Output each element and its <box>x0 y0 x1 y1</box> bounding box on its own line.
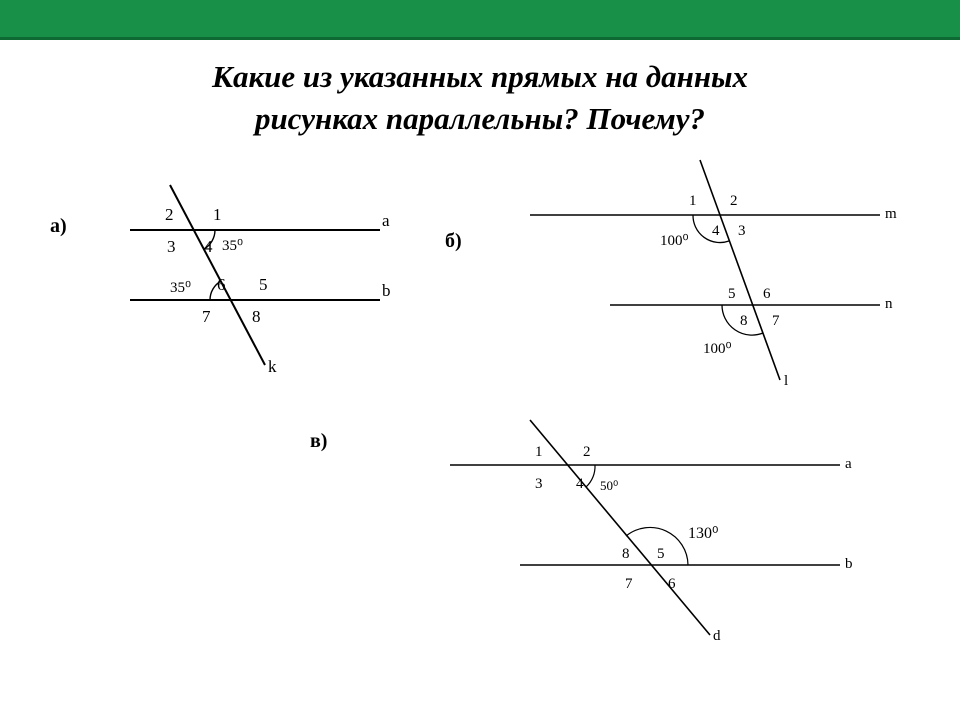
diagC-n1: 1 <box>535 444 543 460</box>
diagA-line-b: b <box>382 281 391 300</box>
diagC-line-a: a <box>845 456 852 472</box>
diagB-n3: 3 <box>738 223 746 239</box>
diagram-b: m n l 1 2 3 4 100⁰ 5 6 7 8 100⁰ <box>490 155 910 395</box>
diagB-line-m: m <box>885 206 897 222</box>
diagB-n1: 1 <box>689 193 697 209</box>
diagA-ang2: 35⁰ <box>170 280 191 296</box>
diagA-n1: 1 <box>213 205 222 224</box>
diagC-n4: 4 <box>576 476 584 492</box>
diagC-n7: 7 <box>625 576 633 592</box>
diagB-line-l: l <box>784 373 788 389</box>
diagB-n4: 4 <box>712 223 720 239</box>
diagA-n5: 5 <box>259 275 268 294</box>
diagram-a: a b k 1 2 3 4 35⁰ 5 6 35⁰ 7 8 <box>100 170 400 380</box>
diagA-ang1: 35⁰ <box>222 238 243 254</box>
diagC-ang2: 130⁰ <box>688 525 718 542</box>
diagB-n6: 6 <box>763 286 771 302</box>
diagA-line-a: a <box>382 211 390 230</box>
diagA-n6: 6 <box>217 275 226 294</box>
header-bar <box>0 0 960 40</box>
title-line-1: Какие из указанных прямых на данных <box>212 59 748 94</box>
diagB-ang2: 100⁰ <box>703 341 732 357</box>
diagC-ang1: 50⁰ <box>600 478 618 493</box>
diagram-c: a b d 1 2 3 4 50⁰ 130⁰ 5 8 7 6 <box>420 410 880 650</box>
diagC-line-b: b <box>845 556 853 572</box>
diagB-n8: 8 <box>740 313 748 329</box>
diagA-n3: 3 <box>167 237 176 256</box>
diagB-n7: 7 <box>772 313 780 329</box>
diagB-ang1: 100⁰ <box>660 233 689 249</box>
diagB-n5: 5 <box>728 286 736 302</box>
diagC-n6: 6 <box>668 576 676 592</box>
diagA-n8: 8 <box>252 307 261 326</box>
diagC-n2: 2 <box>583 444 591 460</box>
diagA-n7: 7 <box>202 307 211 326</box>
title-line-2: рисунках параллельны? Почему? <box>255 101 705 136</box>
label-a: а) <box>50 215 67 238</box>
label-b: б) <box>445 230 462 253</box>
diagB-n2: 2 <box>730 193 738 209</box>
diagC-line-d: d <box>713 628 721 644</box>
diagB-line-n: n <box>885 296 893 312</box>
diagC-n5: 5 <box>657 546 665 562</box>
diagA-line-k: k <box>268 357 277 376</box>
page-title: Какие из указанных прямых на данных рису… <box>0 56 960 140</box>
diagC-n3: 3 <box>535 476 543 492</box>
label-c: в) <box>310 430 327 453</box>
diagC-n8: 8 <box>622 546 630 562</box>
diagA-n4: 4 <box>204 237 213 256</box>
diagA-n2: 2 <box>165 205 174 224</box>
